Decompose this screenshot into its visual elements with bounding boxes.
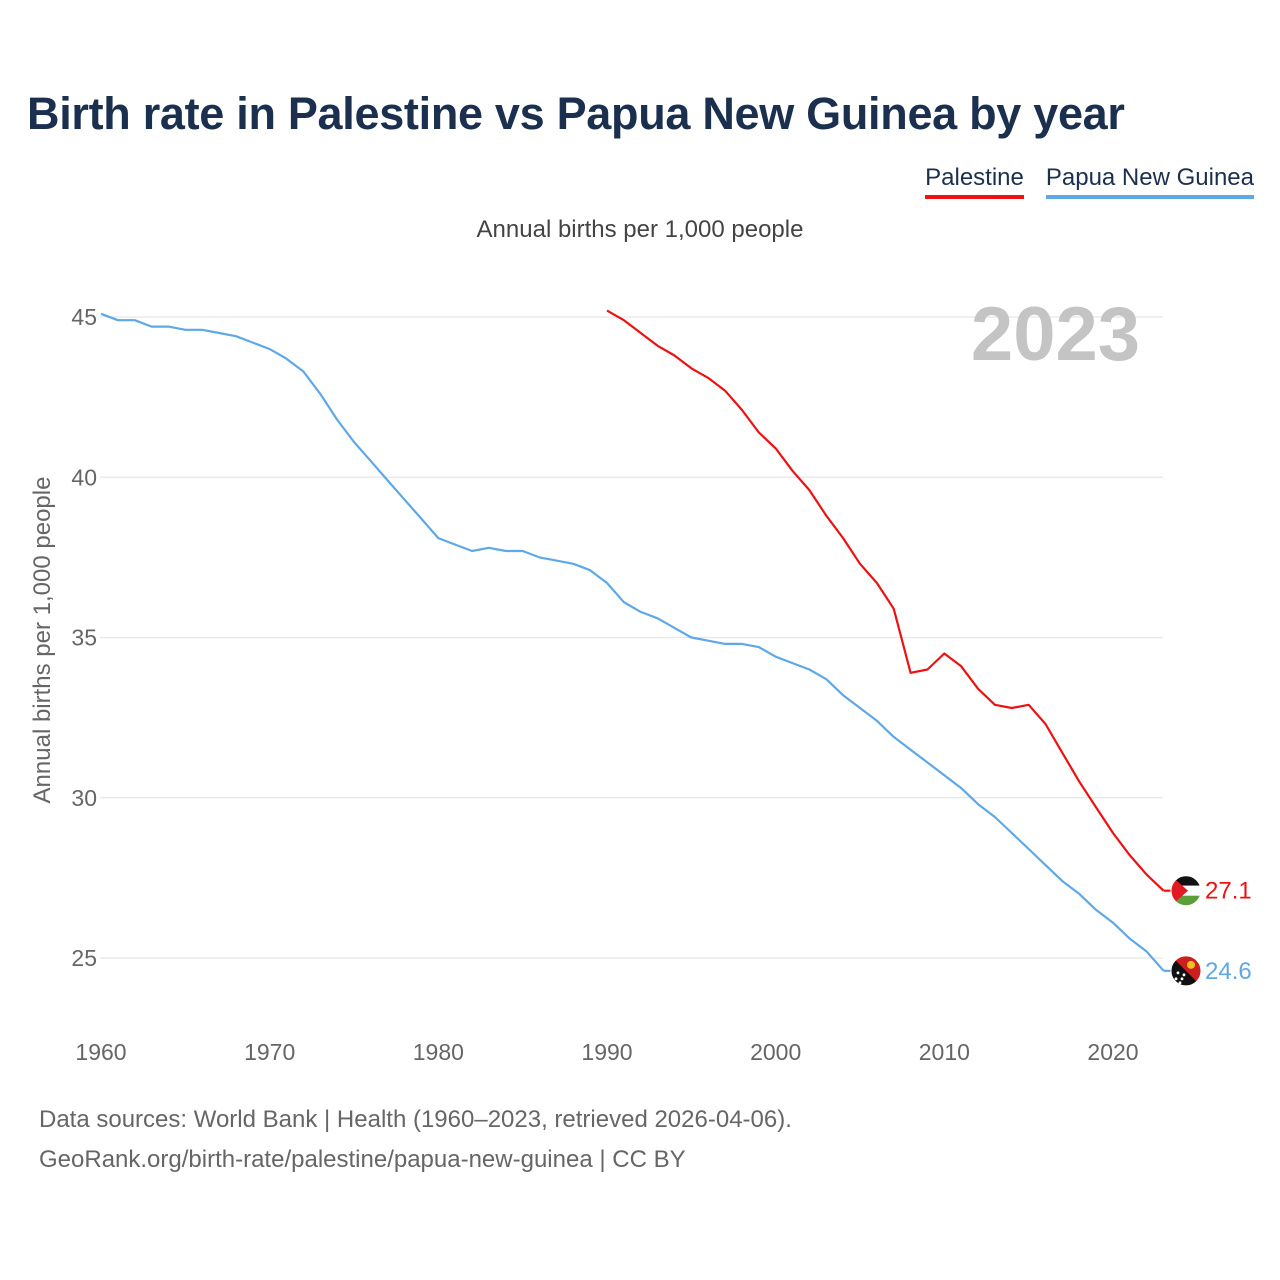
x-tick-label: 1980 — [413, 1039, 464, 1065]
palestine-flag-icon — [1171, 875, 1201, 906]
y-tick-label: 45 — [71, 304, 97, 330]
series-line-papua-new-guinea[interactable] — [100, 312, 1165, 972]
y-tick-label: 40 — [71, 464, 97, 490]
x-tick-label: 1990 — [581, 1039, 632, 1065]
y-tick-label: 35 — [71, 625, 97, 651]
footer-sources: Data sources: World Bank | Health (1960–… — [39, 1106, 792, 1133]
y-axis-label: Annual births per 1,000 people — [29, 477, 56, 804]
legend: Palestine Papua New Guinea — [925, 164, 1254, 199]
chart-title: Birth rate in Palestine vs Papua New Gui… — [27, 88, 1125, 139]
papua-new-guinea-flag-icon — [1171, 955, 1201, 986]
chart-subtitle: Annual births per 1,000 people — [476, 216, 804, 243]
footer-attribution: GeoRank.org/birth-rate/palestine/papua-n… — [39, 1146, 686, 1173]
x-tick-label: 1970 — [244, 1039, 295, 1065]
series-line-palestine[interactable] — [606, 309, 1165, 892]
end-value-label: 27.1 — [1205, 878, 1252, 905]
x-tick-label: 2020 — [1087, 1039, 1138, 1065]
legend-item-palestine[interactable]: Palestine — [925, 164, 1024, 199]
legend-item-papua-new-guinea[interactable]: Papua New Guinea — [1045, 164, 1254, 199]
x-tick-label: 2010 — [919, 1039, 970, 1065]
y-tick-label: 25 — [71, 945, 97, 971]
y-tick-label: 30 — [71, 785, 97, 811]
x-tick-label: 2000 — [750, 1039, 801, 1065]
x-tick-label: 1960 — [75, 1039, 126, 1065]
year-watermark: 2023 — [971, 292, 1140, 377]
end-value-label: 24.6 — [1205, 958, 1252, 985]
